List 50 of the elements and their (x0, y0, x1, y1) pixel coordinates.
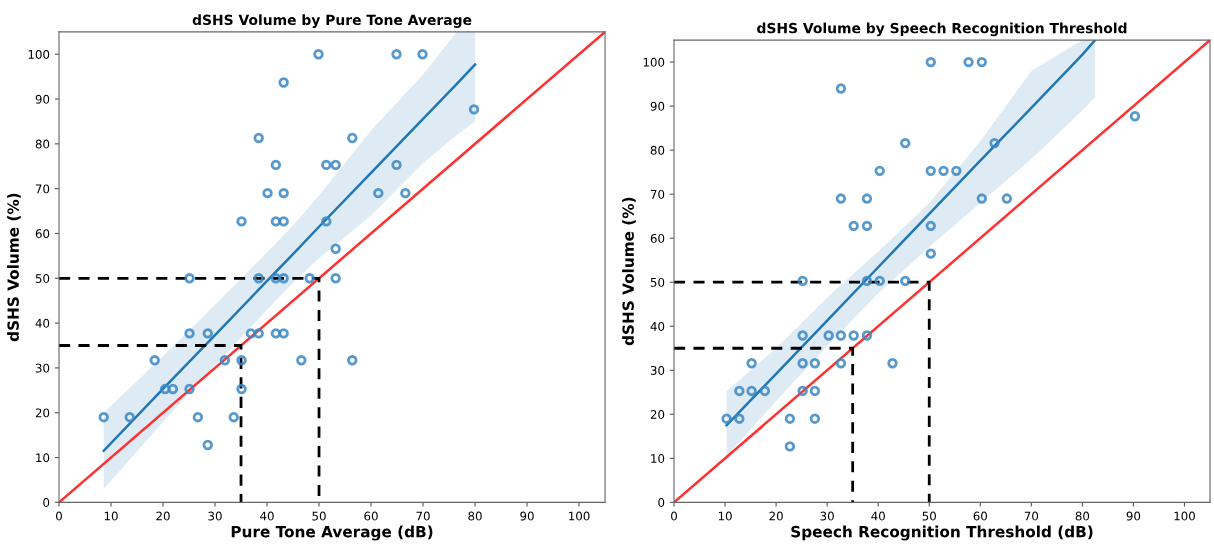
y-tick-label: 80 (35, 139, 50, 149)
y-tick-label: 90 (35, 94, 50, 104)
y-axis-title: dSHS Volume (%) (622, 197, 636, 346)
y-tick-label: 30 (650, 365, 665, 375)
y-tick-label: 0 (43, 498, 50, 507)
y-tick-label: 60 (35, 229, 50, 239)
x-tick-label: 10 (104, 511, 118, 521)
x-tick-label: 80 (1075, 511, 1090, 521)
x-tick-label: 90 (1126, 511, 1141, 521)
chart-title: dSHS Volume by Speech Recognition Threshold (757, 22, 1127, 37)
x-tick-label: 40 (260, 511, 274, 521)
x-tick-label: 60 (973, 511, 988, 521)
x-tick-label: 70 (416, 511, 430, 521)
y-tick-label: 100 (643, 57, 665, 67)
y-tick-label: 40 (35, 318, 50, 328)
x-tick-label: 50 (312, 511, 326, 521)
y-tick-label: 30 (35, 363, 50, 373)
y-tick-label: 70 (35, 184, 50, 194)
x-tick-label: 80 (468, 511, 482, 521)
y-tick-label: 0 (658, 498, 665, 507)
x-tick-label: 30 (208, 511, 222, 521)
y-tick-label: 10 (36, 453, 50, 463)
x-tick-label: 20 (156, 511, 170, 521)
x-tick-label: 20 (769, 511, 783, 521)
x-tick-label: 100 (569, 511, 590, 521)
x-tick-label: 0 (671, 511, 677, 521)
y-tick-label: 20 (35, 408, 50, 418)
x-tick-label: 70 (1024, 511, 1039, 521)
chart-title: dSHS Volume by Pure Tone Average (192, 14, 472, 28)
x-axis-title: Pure Tone Average (dB) (231, 525, 433, 541)
y-axis-title: dSHS Volume (%) (7, 193, 21, 342)
y-tick-label: 90 (650, 101, 665, 111)
x-tick-label: 0 (56, 511, 62, 521)
x-tick-label: 30 (820, 511, 834, 521)
y-tick-label: 60 (650, 233, 665, 243)
y-tick-label: 80 (650, 145, 665, 155)
y-tick-label: 100 (28, 49, 50, 59)
y-tick-label: 50 (35, 274, 50, 283)
x-tick-label: 90 (520, 511, 534, 521)
x-tick-label: 100 (1174, 511, 1195, 521)
y-tick-label: 70 (650, 189, 665, 199)
y-tick-label: 10 (651, 454, 665, 463)
y-tick-label: 20 (650, 410, 665, 419)
x-axis-title: Speech Recognition Threshold (dB) (791, 525, 1093, 541)
x-tick-label: 60 (364, 511, 378, 521)
x-tick-label: 50 (922, 511, 936, 521)
x-tick-label: 10 (718, 511, 732, 521)
x-tick-label: 40 (871, 511, 885, 521)
y-tick-label: 40 (650, 321, 665, 331)
y-tick-label: 50 (650, 277, 665, 287)
